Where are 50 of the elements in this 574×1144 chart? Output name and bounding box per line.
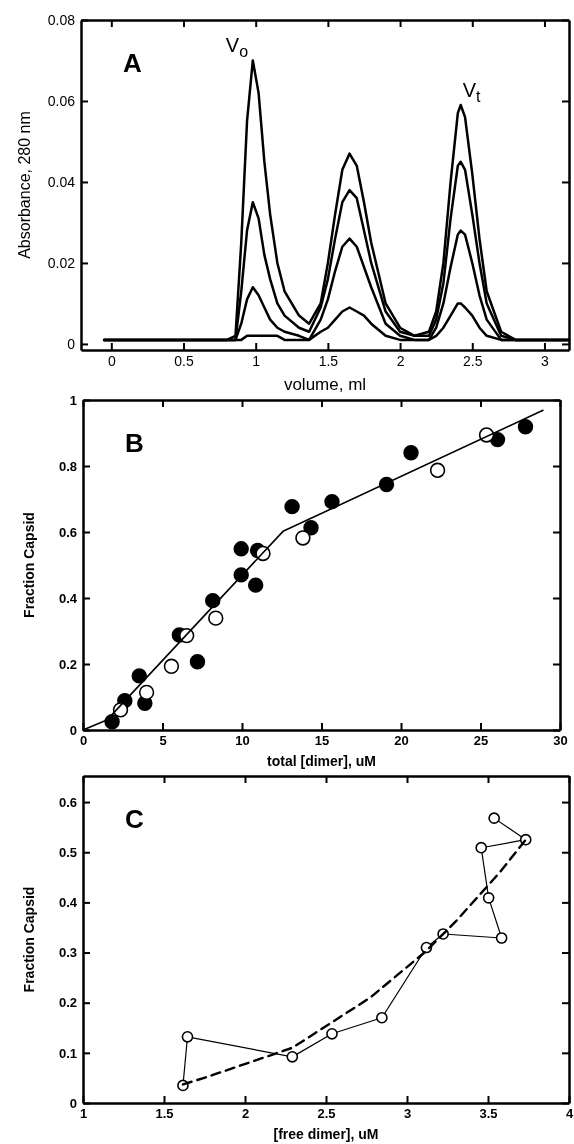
y-tick-label: 0.5 (58, 844, 77, 860)
y-tick-label: 0.3 (58, 945, 77, 961)
y-tick-label: 0.6 (58, 794, 77, 810)
x-tick-label: 3 (541, 352, 550, 369)
y-tick-label: 0.1 (58, 1045, 77, 1061)
annotation: C (125, 804, 144, 834)
y-axis-title: Fraction Capsid (21, 886, 37, 993)
annotation: V$_{t}$ (462, 79, 482, 105)
x-tick-label: 2 (396, 352, 405, 369)
x-tick-label: 2.5 (463, 352, 483, 369)
x-tick-label: 25 (473, 733, 489, 749)
y-tick-label: 0.4 (58, 590, 78, 606)
x-axis-title: volume, ml (283, 375, 367, 394)
x-tick-label: 0.5 (174, 352, 194, 369)
x-tick-label: 3.5 (479, 1106, 498, 1122)
y-axis-title: Fraction Capsid (21, 512, 37, 618)
y-tick-label: 0.02 (47, 254, 76, 271)
x-tick-label: 1.5 (318, 352, 339, 369)
x-tick-label: 10 (235, 733, 250, 749)
x-tick-label: 20 (394, 733, 409, 749)
annotation: B (125, 428, 144, 458)
x-tick-label: 1 (79, 1106, 88, 1122)
y-tick-label: 0 (69, 1095, 77, 1111)
y-tick-label: 0.08 (47, 11, 76, 28)
x-tick-label: 15 (314, 733, 330, 749)
x-axis-title: [free dimer], uM (273, 1126, 379, 1142)
y-tick-label: 0.04 (47, 173, 76, 190)
x-tick-label: 4 (565, 1106, 574, 1122)
x-tick-label: 2 (241, 1106, 250, 1122)
x-tick-label: 30 (553, 733, 568, 749)
y-tick-label: 0 (67, 335, 76, 352)
x-tick-label: 2.5 (317, 1106, 336, 1122)
x-axis-title: total [dimer], uM (267, 753, 376, 769)
x-tick-label: 1.5 (155, 1106, 174, 1122)
x-tick-label: 5 (159, 733, 167, 749)
x-tick-label: 3 (403, 1106, 412, 1122)
y-axis-title: Absorbance, 280 nm (16, 111, 33, 259)
y-tick-label: 0.06 (47, 92, 76, 109)
annotation: V$_{o}$ (225, 34, 249, 61)
y-tick-label: 0.6 (58, 524, 77, 540)
y-tick-label: 1 (69, 392, 77, 408)
annotation: A (123, 48, 142, 78)
y-tick-label: 0.2 (58, 656, 77, 672)
y-tick-label: 0.4 (58, 895, 78, 911)
y-tick-label: 0.2 (58, 995, 77, 1011)
x-tick-label: 0 (79, 733, 88, 749)
y-tick-label: 0.8 (58, 458, 77, 474)
x-tick-label: 1 (252, 352, 261, 369)
x-tick-label: 0 (107, 352, 116, 369)
y-tick-label: 0 (69, 722, 77, 738)
